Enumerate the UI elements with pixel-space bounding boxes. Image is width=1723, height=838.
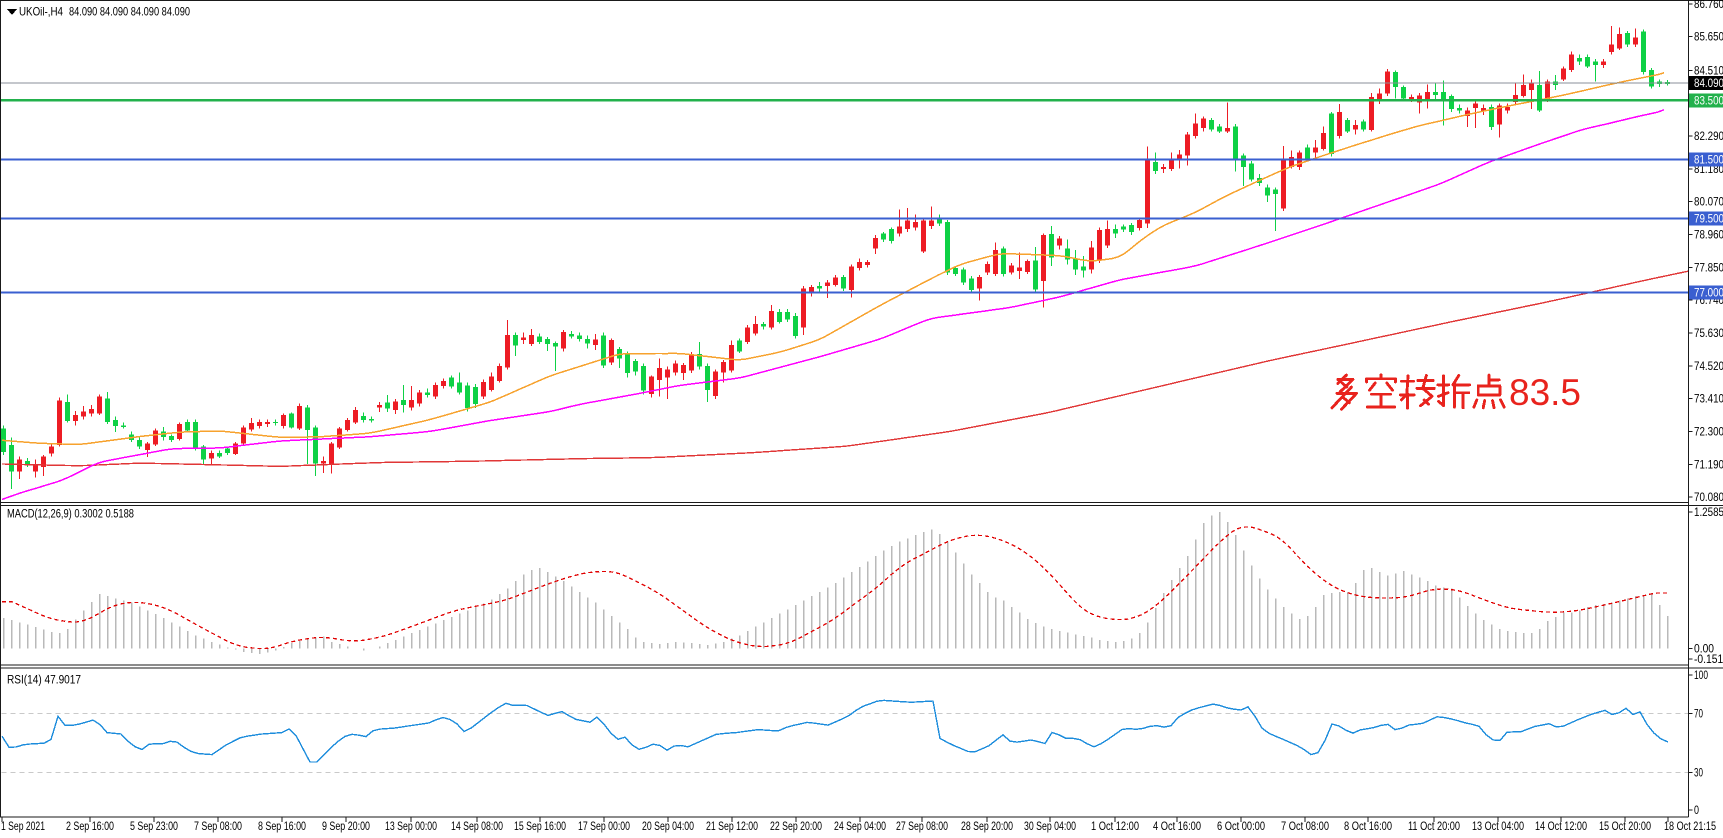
svg-text:8 Sep 16:00: 8 Sep 16:00 xyxy=(258,821,306,833)
svg-text:13 Sep 00:00: 13 Sep 00:00 xyxy=(385,821,437,833)
svg-text:73.410: 73.410 xyxy=(1694,394,1723,406)
svg-text:7 Sep 08:00: 7 Sep 08:00 xyxy=(194,821,242,833)
svg-text:7 Oct 08:00: 7 Oct 08:00 xyxy=(1281,821,1329,833)
svg-text:13 Oct 04:00: 13 Oct 04:00 xyxy=(1472,821,1524,833)
svg-text:84.090 84.090 84.090 84.090: 84.090 84.090 84.090 84.090 xyxy=(69,5,190,19)
svg-text:27 Sep 08:00: 27 Sep 08:00 xyxy=(896,821,948,833)
svg-text:78.960: 78.960 xyxy=(1694,230,1723,242)
svg-text:30: 30 xyxy=(1694,767,1703,779)
svg-text:100: 100 xyxy=(1694,670,1708,682)
svg-text:MACD(12,26,9) 0.3002 0.5188: MACD(12,26,9) 0.3002 0.5188 xyxy=(7,509,134,521)
svg-text:80.070: 80.070 xyxy=(1694,197,1723,209)
svg-text:UKOil-,H4: UKOil-,H4 xyxy=(19,5,63,19)
svg-text:77.850: 77.850 xyxy=(1694,262,1723,274)
svg-text:71.190: 71.190 xyxy=(1694,459,1723,471)
svg-text:72.300: 72.300 xyxy=(1694,427,1723,439)
svg-text:82.290: 82.290 xyxy=(1694,131,1723,143)
svg-text:85.650: 85.650 xyxy=(1694,32,1723,44)
svg-text:22 Sep 20:00: 22 Sep 20:00 xyxy=(770,821,822,833)
svg-text:11 Oct 20:00: 11 Oct 20:00 xyxy=(1408,821,1460,833)
svg-text:75.630: 75.630 xyxy=(1694,328,1723,340)
svg-text:24 Sep 04:00: 24 Sep 04:00 xyxy=(834,821,886,833)
svg-text:9 Sep 20:00: 9 Sep 20:00 xyxy=(322,821,370,833)
svg-text:81.180: 81.180 xyxy=(1694,164,1723,176)
svg-text:83.500: 83.500 xyxy=(1694,95,1723,107)
svg-text:14 Oct 12:00: 14 Oct 12:00 xyxy=(1535,821,1587,833)
svg-text:1.2585: 1.2585 xyxy=(1694,507,1723,519)
svg-text:4 Oct 16:00: 4 Oct 16:00 xyxy=(1153,821,1201,833)
svg-text:17 Sep 00:00: 17 Sep 00:00 xyxy=(578,821,630,833)
svg-text:6 Oct 00:00: 6 Oct 00:00 xyxy=(1217,821,1265,833)
svg-text:8 Oct 16:00: 8 Oct 16:00 xyxy=(1344,821,1392,833)
svg-text:21 Sep 12:00: 21 Sep 12:00 xyxy=(706,821,758,833)
svg-text:81.500: 81.500 xyxy=(1694,154,1723,166)
svg-text:14 Sep 08:00: 14 Sep 08:00 xyxy=(451,821,503,833)
svg-text:2 Sep 16:00: 2 Sep 16:00 xyxy=(66,821,114,833)
svg-text:28 Sep 20:00: 28 Sep 20:00 xyxy=(961,821,1013,833)
svg-text:1 Oct 12:00: 1 Oct 12:00 xyxy=(1091,821,1139,833)
svg-text:83.5: 83.5 xyxy=(1509,372,1581,413)
svg-text:84.090: 84.090 xyxy=(1694,78,1723,90)
svg-text:70: 70 xyxy=(1694,708,1703,720)
svg-text:77.000: 77.000 xyxy=(1694,288,1723,300)
svg-text:74.520: 74.520 xyxy=(1694,361,1723,373)
svg-text:79.500: 79.500 xyxy=(1694,214,1723,226)
svg-text:0.00: 0.00 xyxy=(1694,644,1714,656)
svg-text:-0.1516: -0.1516 xyxy=(1694,654,1723,666)
svg-text:18 Oct 21:15: 18 Oct 21:15 xyxy=(1664,821,1716,833)
svg-text:15 Sep 16:00: 15 Sep 16:00 xyxy=(514,821,566,833)
svg-text:0: 0 xyxy=(1694,805,1699,817)
svg-text:1 Sep 2021: 1 Sep 2021 xyxy=(1,821,45,833)
svg-text:20 Sep 04:00: 20 Sep 04:00 xyxy=(642,821,694,833)
svg-text:70.080: 70.080 xyxy=(1694,492,1723,504)
svg-text:15 Oct 20:00: 15 Oct 20:00 xyxy=(1599,821,1651,833)
svg-text:30 Sep 04:00: 30 Sep 04:00 xyxy=(1024,821,1076,833)
svg-text:5 Sep 23:00: 5 Sep 23:00 xyxy=(130,821,178,833)
svg-text:RSI(14) 47.9017: RSI(14) 47.9017 xyxy=(7,675,81,687)
svg-text:84.510: 84.510 xyxy=(1694,65,1723,77)
svg-text:86.760: 86.760 xyxy=(1694,0,1723,11)
